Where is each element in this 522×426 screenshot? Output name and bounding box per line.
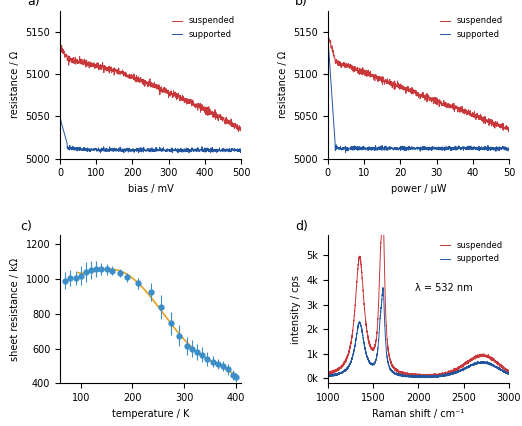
Text: b): b): [295, 0, 308, 8]
suspended: [76, 59, 82, 64]
suspended: [379, 207, 386, 213]
X-axis label: temperature / K: temperature / K: [112, 409, 189, 419]
supported: [491, 364, 497, 369]
supported: [419, 375, 425, 380]
suspended: [201, 104, 208, 109]
supported: [401, 373, 407, 378]
X-axis label: bias / mV: bias / mV: [128, 184, 173, 194]
suspended: [130, 77, 137, 82]
Text: a): a): [28, 0, 40, 8]
suspended: [238, 129, 244, 134]
suspended: [58, 43, 65, 48]
Y-axis label: sheet resistance / kΩ: sheet resistance / kΩ: [10, 258, 20, 361]
suspended: [325, 370, 331, 375]
supported: [181, 147, 187, 152]
supported: [506, 148, 512, 153]
supported: [501, 368, 507, 374]
supported: [380, 285, 386, 291]
supported: [198, 147, 205, 153]
Text: d): d): [295, 219, 308, 233]
X-axis label: power / μW: power / μW: [390, 184, 446, 194]
suspended: [181, 96, 187, 101]
Legend: suspended, supported: suspended, supported: [171, 15, 237, 40]
Y-axis label: intensity / cps: intensity / cps: [291, 275, 301, 344]
suspended: [325, 21, 331, 26]
suspended: [401, 371, 407, 376]
Legend: suspended, supported: suspended, supported: [438, 240, 505, 265]
supported: [130, 150, 137, 155]
Line: suspended: suspended: [328, 210, 509, 377]
supported: [238, 148, 244, 153]
suspended: [402, 370, 409, 375]
supported: [57, 116, 64, 121]
Legend: suspended, supported: suspended, supported: [438, 15, 505, 40]
supported: [405, 146, 411, 151]
supported: [402, 373, 409, 378]
suspended: [198, 104, 205, 109]
supported: [449, 145, 456, 150]
suspended: [411, 372, 417, 377]
suspended: [449, 104, 455, 109]
suspended: [506, 130, 512, 135]
Text: c): c): [20, 219, 32, 233]
supported: [57, 138, 63, 143]
suspended: [405, 86, 411, 91]
X-axis label: Raman shift / cm⁻¹: Raman shift / cm⁻¹: [372, 409, 465, 419]
Line: supported: supported: [60, 119, 241, 153]
suspended: [57, 44, 63, 49]
supported: [325, 372, 331, 377]
suspended: [456, 366, 462, 371]
suspended: [137, 80, 143, 85]
suspended: [506, 125, 512, 130]
suspended: [343, 62, 350, 67]
supported: [342, 150, 349, 155]
suspended: [466, 112, 472, 117]
suspended: [235, 129, 242, 134]
supported: [469, 145, 476, 150]
supported: [201, 147, 208, 153]
supported: [76, 146, 82, 151]
Line: suspended: suspended: [60, 46, 241, 132]
suspended: [506, 369, 512, 374]
supported: [398, 144, 405, 150]
supported: [186, 150, 192, 155]
supported: [343, 145, 350, 150]
suspended: [426, 375, 432, 380]
suspended: [469, 112, 476, 117]
Line: supported: supported: [328, 23, 509, 153]
Line: suspended: suspended: [328, 23, 509, 132]
Text: λ = 532 nm: λ = 532 nm: [415, 283, 472, 293]
supported: [466, 144, 472, 149]
suspended: [398, 85, 404, 90]
Y-axis label: resistance / Ω: resistance / Ω: [10, 51, 20, 118]
supported: [506, 371, 512, 377]
supported: [325, 21, 331, 26]
Line: supported: supported: [328, 288, 509, 378]
supported: [137, 148, 143, 153]
suspended: [491, 357, 497, 362]
supported: [411, 374, 417, 379]
Y-axis label: resistance / Ω: resistance / Ω: [278, 51, 288, 118]
supported: [456, 369, 462, 374]
suspended: [501, 365, 507, 370]
